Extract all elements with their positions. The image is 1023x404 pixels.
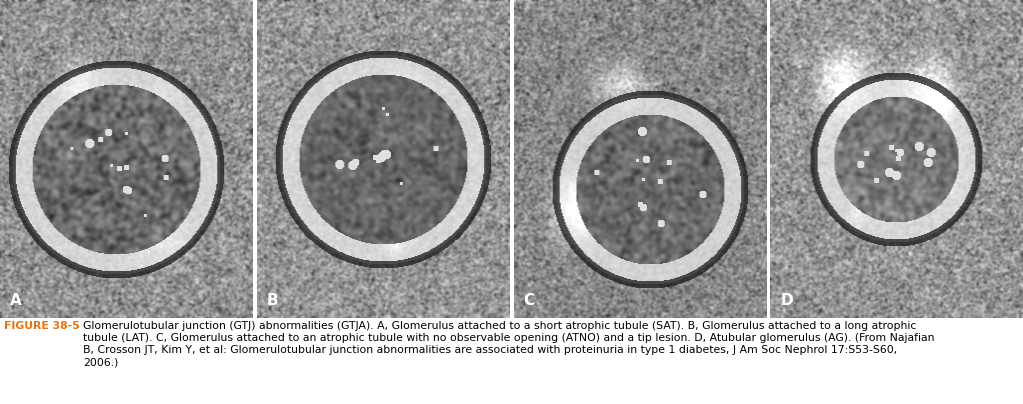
- Text: A: A: [10, 293, 21, 309]
- Text: D: D: [781, 293, 793, 309]
- Text: B: B: [267, 293, 278, 309]
- Text: C: C: [524, 293, 535, 309]
- Text: Glomerulotubular junction (GTJ) abnormalities (GTJA). A, Glomerulus attached to : Glomerulotubular junction (GTJ) abnormal…: [83, 321, 934, 368]
- Text: FIGURE 38-5: FIGURE 38-5: [4, 321, 80, 330]
